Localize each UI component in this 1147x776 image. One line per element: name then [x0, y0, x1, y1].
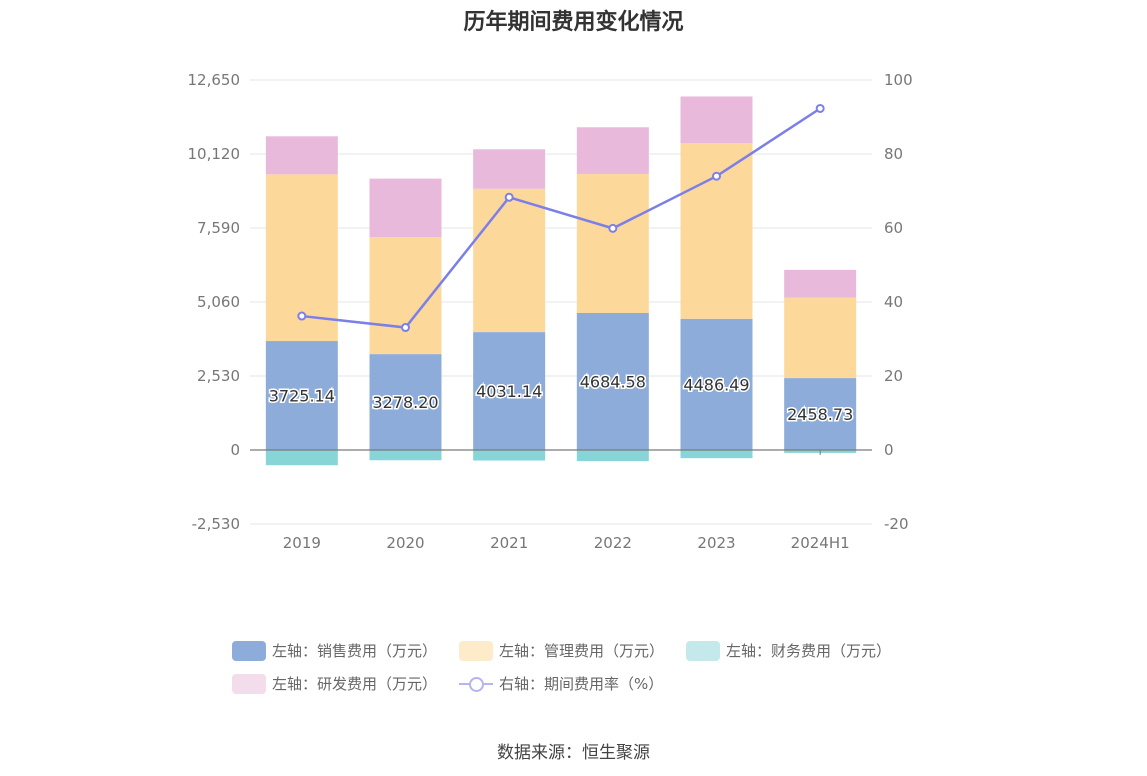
legend-item-rd[interactable]: 左轴：研发费用（万元）: [232, 673, 437, 694]
x-tick-label: 2020: [386, 534, 424, 552]
bar-sales: [576, 312, 649, 450]
rate-point: [815, 103, 825, 113]
chart-plot: -2,530 -20 0 0 2,530 20 5,060 40 7,590 60 10,120 80…: [188, 71, 913, 552]
right-tick-label: 80: [884, 145, 903, 163]
bar-finance: [473, 450, 546, 461]
rate-point: [712, 171, 721, 181]
legend-item-sales[interactable]: 左轴：销售费用（万元）: [232, 640, 437, 661]
left-tick-label: 0: [230, 441, 240, 459]
legend-swatch-rate: [459, 674, 494, 694]
bar-rd: [265, 136, 338, 175]
chart-title: 历年期间费用变化情况: [463, 10, 684, 35]
rate-point: [504, 192, 514, 202]
bar-sales: [680, 318, 753, 450]
legend-label-admin: 左轴：管理费用（万元）: [499, 642, 665, 660]
bar-finance: [369, 450, 442, 461]
bar-value-label: 2458.73: [787, 405, 853, 424]
left-tick-label: 5,060: [197, 293, 240, 311]
bar-rd: [576, 127, 649, 175]
legend-label-finance: 左轴：财务费用（万元）: [726, 642, 892, 660]
bar-value-label: 3725.14: [269, 387, 335, 406]
right-tick-label: 0: [884, 441, 894, 459]
right-tick-label: 60: [884, 219, 903, 237]
bar-rd: [680, 96, 753, 144]
bar-value-label: 3278.20: [372, 393, 438, 412]
bar-sales: [473, 332, 546, 450]
bar-rd: [473, 149, 546, 189]
bar-admin: [576, 174, 649, 313]
left-tick-label: 12,650: [188, 71, 241, 89]
legend-label-sales: 左轴：销售费用（万元）: [272, 642, 438, 660]
source-note: 数据来源：恒生聚源: [497, 743, 650, 763]
x-tick-label: 2019: [283, 534, 321, 552]
x-tick-label: 2021: [490, 534, 528, 552]
legend-item-finance[interactable]: 左轴：财务费用（万元）: [686, 640, 891, 661]
x-tick-label: 2023: [697, 534, 735, 552]
legend-item-admin[interactable]: 左轴：管理费用（万元）: [459, 640, 664, 661]
bar-admin: [784, 297, 857, 379]
rate-point: [401, 323, 410, 333]
bar-value-label: 4684.58: [580, 372, 646, 391]
bar-finance: [265, 450, 338, 466]
right-tick-label: -20: [884, 515, 909, 533]
bar-sales: [784, 378, 857, 450]
legend-swatch-rd: [232, 673, 266, 694]
right-tick-label: 100: [884, 71, 913, 89]
legend-swatch-admin: [459, 640, 494, 661]
bar-admin: [473, 188, 546, 333]
bar-sales: [369, 354, 442, 450]
bar-value-label: 4486.49: [683, 375, 749, 394]
x-tick-label: 2022: [594, 534, 632, 552]
left-tick-label: 7,590: [197, 219, 240, 237]
legend-label-rd: 左轴：研发费用（万元）: [272, 675, 438, 693]
bar-admin: [680, 143, 753, 319]
rate-line: [301, 107, 821, 329]
legend-swatch-finance: [686, 640, 721, 661]
legend-swatch-sales: [232, 640, 266, 661]
bar-value-label: 4031.14: [476, 382, 542, 401]
bar-finance: [576, 450, 649, 462]
legend-label-rate: 右轴：期间费用率（%）: [499, 675, 664, 693]
x-tick-label: 2024H1: [791, 534, 850, 552]
left-tick-label: 10,120: [188, 145, 241, 163]
bar-sales: [265, 341, 338, 450]
bar-rd: [784, 269, 857, 298]
right-tick-label: 40: [884, 293, 903, 311]
bar-finance: [680, 450, 753, 459]
bar-rd: [369, 178, 442, 238]
left-tick-label: -2,530: [192, 515, 240, 533]
right-tick-label: 20: [884, 367, 903, 385]
left-tick-label: 2,530: [197, 367, 240, 385]
rate-point: [608, 223, 618, 233]
legend: 左轴：销售费用（万元） 左轴：管理费用（万元） 左轴：财务费用（万元） 左轴：研…: [232, 640, 932, 706]
legend-item-rate[interactable]: 右轴：期间费用率（%）: [459, 673, 663, 694]
rate-point: [297, 311, 307, 321]
